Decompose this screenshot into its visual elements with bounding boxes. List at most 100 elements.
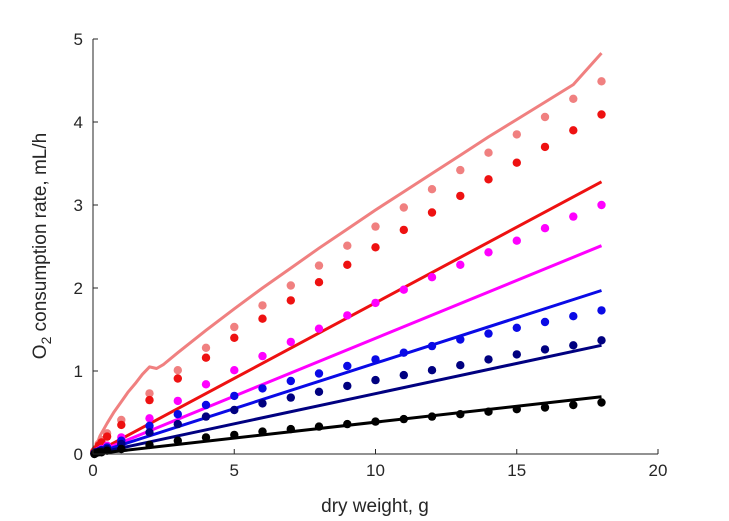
series-2-point — [343, 311, 352, 320]
series-5-point — [512, 405, 521, 414]
series-0-point — [343, 241, 352, 250]
series-0-point — [258, 301, 267, 310]
series-4-point — [286, 393, 295, 402]
series-1-point — [569, 126, 578, 135]
series-2-point — [286, 337, 295, 347]
series-2-point — [427, 273, 437, 282]
series-3-point — [456, 335, 465, 344]
series-0-point — [201, 343, 211, 352]
series-0-point — [427, 185, 437, 194]
series-1-point — [484, 175, 493, 184]
plot-area — [90, 52, 606, 459]
series-4-point — [343, 381, 352, 391]
series-3-point — [512, 323, 521, 332]
series-5-point — [102, 446, 112, 455]
series-0-point — [230, 322, 239, 332]
series-2-point — [512, 236, 521, 245]
series-5-point — [399, 414, 408, 424]
series-4-point — [456, 361, 465, 370]
series-3-point — [258, 384, 267, 393]
y-tick-label: 2 — [74, 279, 83, 298]
series-5-point — [484, 407, 493, 416]
series-3-point — [399, 348, 408, 357]
series-0-point — [456, 165, 465, 175]
series-5-point — [371, 417, 380, 426]
series-2-point — [230, 366, 239, 375]
series-3-point — [569, 312, 578, 321]
series-3-point — [230, 391, 239, 401]
series-2-point — [399, 285, 408, 294]
series-1-point — [456, 191, 465, 201]
series-0-point — [512, 130, 521, 139]
series-0-point — [597, 77, 606, 86]
series-4-point — [145, 428, 154, 437]
y-tick-label: 5 — [74, 30, 83, 49]
series-1-point — [201, 353, 211, 362]
x-tick-label: 20 — [649, 461, 668, 480]
series-3-point — [427, 341, 437, 351]
series-2-point — [569, 212, 578, 221]
series-5-point — [173, 436, 182, 445]
series-2-point — [597, 200, 606, 210]
y-tick-label: 3 — [74, 196, 83, 215]
series-1-point — [371, 243, 380, 252]
y-axis-label-rest: consumption rate, mL/h — [30, 133, 51, 337]
series-3-point — [540, 317, 550, 327]
ticks: 0 5 10 15 20 0 1 2 3 4 5 — [74, 30, 668, 480]
series-5-point — [427, 412, 437, 421]
series-0-point — [314, 261, 324, 270]
series-4-point — [569, 341, 578, 350]
y-axis-label: O2 consumption rate, mL/h — [30, 133, 54, 359]
series-1-point — [145, 395, 154, 405]
series-3-point — [484, 329, 493, 338]
series-3-point — [371, 355, 380, 364]
y-tick-label: 4 — [74, 113, 83, 132]
series-2-point — [145, 414, 154, 423]
series-1-point — [286, 296, 295, 305]
series-1-point — [230, 333, 239, 342]
series-5-point — [597, 398, 606, 407]
series-2-point — [314, 324, 324, 333]
series-2-fit-line — [92, 244, 603, 456]
series-3-point — [173, 410, 182, 419]
series-4-point — [597, 336, 606, 345]
series-1-point — [427, 208, 437, 217]
series-0-point — [569, 94, 578, 104]
series-5-point — [145, 440, 154, 450]
y-axis-label-main: O — [30, 344, 51, 359]
series-4-point — [512, 350, 521, 359]
series-4-point — [258, 399, 267, 408]
series-3-point — [343, 361, 352, 371]
x-tick-label: 0 — [88, 461, 97, 480]
x-tick-label: 15 — [507, 461, 526, 480]
x-tick-label: 10 — [366, 461, 385, 480]
series-5-point — [343, 419, 352, 429]
series-4-point — [230, 405, 239, 415]
series-3-point — [201, 400, 211, 410]
series-0-point — [484, 148, 493, 157]
x-axis-label: dry weight, g — [321, 496, 429, 517]
series-1-point — [258, 314, 267, 323]
series-0-fit-line — [91, 52, 603, 455]
series-5-point — [314, 422, 324, 431]
series-2-point — [540, 224, 550, 233]
series-1-point — [117, 420, 126, 430]
series-1-point — [512, 158, 521, 167]
series-2-point — [258, 351, 267, 361]
series-4-point — [314, 387, 324, 396]
series-3-point — [597, 306, 606, 315]
series-4-fit-line — [92, 343, 602, 456]
series-2-point — [173, 396, 182, 406]
series-0-point — [286, 281, 295, 290]
series-1-point — [399, 225, 408, 235]
series-0-point — [399, 203, 408, 212]
series-5-point — [201, 433, 211, 442]
y-tick-label: 0 — [74, 445, 83, 464]
series-5-point — [117, 444, 126, 454]
y-axis-label-subscript: 2 — [38, 336, 54, 344]
series-5-point — [569, 400, 578, 410]
series-0-point — [173, 366, 182, 375]
series-0-point — [145, 389, 154, 398]
series-4-point — [427, 366, 437, 375]
